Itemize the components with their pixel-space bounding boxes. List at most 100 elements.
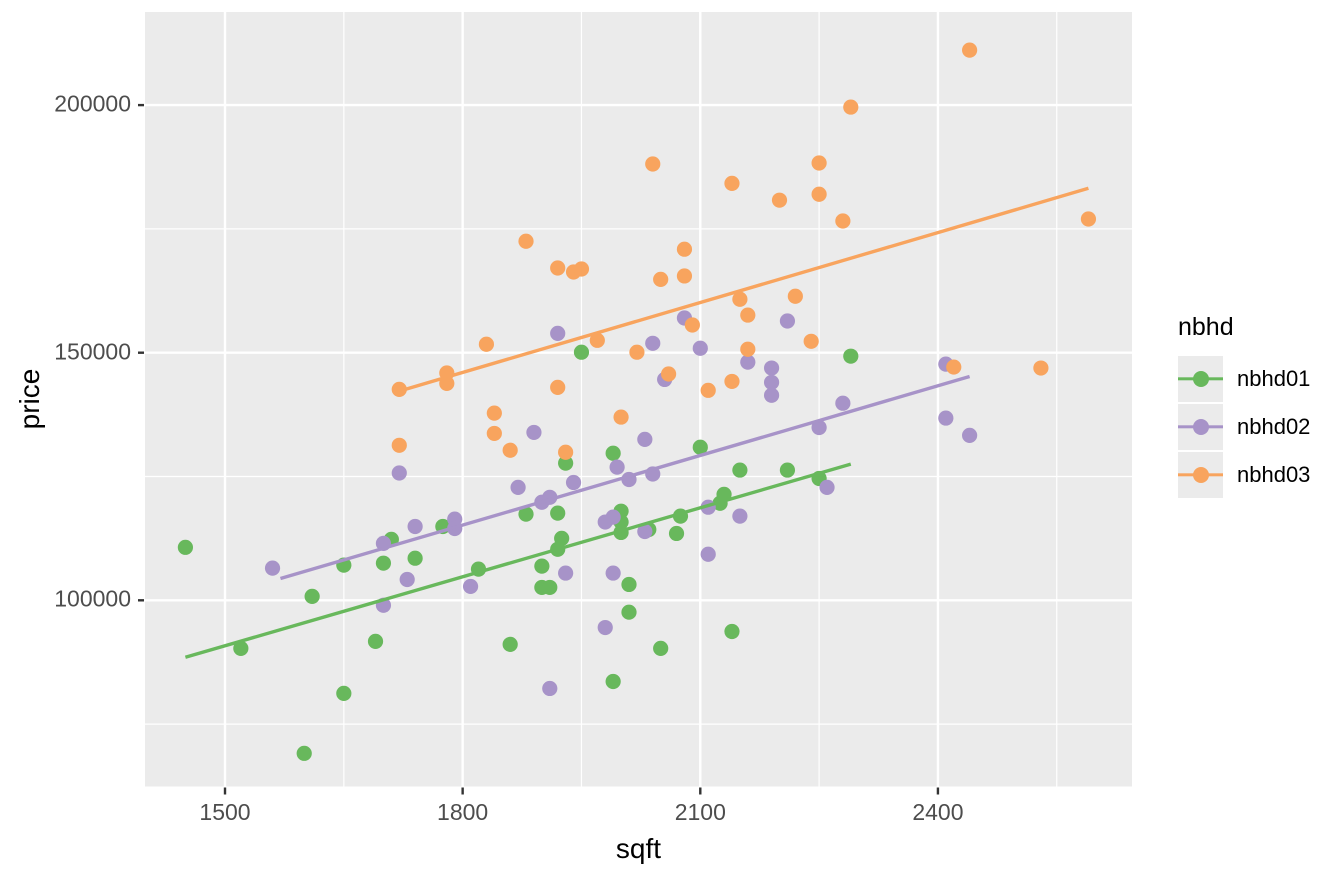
- data-point-nbhd01: [542, 579, 558, 596]
- data-point-nbhd02: [732, 508, 748, 524]
- data-point-nbhd02: [609, 459, 625, 475]
- data-point-nbhd03: [391, 437, 407, 453]
- data-point-nbhd02: [462, 578, 479, 595]
- data-point-nbhd03: [629, 344, 645, 360]
- data-point-nbhd02: [835, 395, 851, 411]
- legend: nbhd nbhd01 nbhd02 nbhd03: [1178, 313, 1310, 500]
- data-point-nbhd03: [724, 175, 740, 191]
- data-point-nbhd03: [486, 425, 502, 442]
- data-point-nbhd01: [407, 550, 423, 566]
- data-point-nbhd01: [336, 685, 352, 702]
- data-point-nbhd03: [962, 42, 978, 58]
- data-point-nbhd02: [510, 479, 526, 495]
- data-point-nbhd02: [692, 340, 708, 356]
- data-point-nbhd01: [550, 505, 566, 521]
- data-point-nbhd01: [653, 640, 669, 656]
- data-point-nbhd02: [542, 680, 558, 697]
- data-point-nbhd01: [233, 640, 249, 656]
- legend-entry-nbhd03: nbhd03: [1178, 452, 1310, 498]
- data-point-nbhd03: [1080, 211, 1097, 227]
- legend-entry-nbhd02: nbhd02: [1178, 404, 1310, 450]
- data-point-nbhd03: [1033, 360, 1049, 376]
- data-point-nbhd03: [946, 359, 962, 375]
- data-point-nbhd01: [296, 745, 312, 761]
- data-point-nbhd02: [399, 571, 415, 588]
- legend-key-nbhd02: [1178, 404, 1223, 450]
- data-point-nbhd03: [550, 260, 566, 276]
- legend-key-nbhd03: [1178, 452, 1223, 498]
- legend-title: nbhd: [1178, 313, 1234, 341]
- data-point-nbhd03: [486, 405, 502, 421]
- data-point-nbhd02: [605, 565, 621, 581]
- data-point-nbhd01: [843, 348, 859, 364]
- data-point-nbhd03: [661, 366, 677, 382]
- data-point-nbhd03: [771, 192, 788, 208]
- legend-label: nbhd02: [1237, 414, 1311, 439]
- plot-panel: [145, 12, 1132, 787]
- data-point-nbhd02: [605, 509, 621, 525]
- data-point-nbhd02: [391, 465, 407, 481]
- data-point-nbhd02: [407, 518, 423, 535]
- data-point-nbhd03: [724, 373, 740, 390]
- data-point-nbhd01: [779, 462, 796, 478]
- data-point-nbhd03: [811, 186, 827, 202]
- data-point-nbhd02: [550, 325, 566, 341]
- data-point-nbhd01: [668, 525, 685, 542]
- data-point-nbhd03: [613, 409, 629, 425]
- data-point-nbhd03: [700, 382, 716, 398]
- data-point-nbhd03: [550, 379, 566, 395]
- data-point-nbhd03: [811, 155, 827, 171]
- data-point-nbhd03: [835, 213, 851, 229]
- data-point-nbhd01: [177, 539, 193, 555]
- data-point-nbhd02: [597, 619, 613, 636]
- data-point-nbhd02: [264, 560, 281, 576]
- data-point-nbhd02: [938, 410, 954, 426]
- data-point-nbhd02: [637, 431, 653, 447]
- legend-key-dot-icon: [1192, 419, 1209, 435]
- data-point-nbhd01: [375, 555, 392, 571]
- data-point-nbhd03: [653, 271, 669, 288]
- legend-key-dot-icon: [1192, 371, 1209, 387]
- data-point-nbhd03: [573, 261, 590, 277]
- data-point-nbhd01: [605, 673, 621, 690]
- data-point-nbhd01: [732, 462, 748, 478]
- data-point-nbhd02: [763, 374, 780, 391]
- data-point-nbhd03: [787, 288, 803, 304]
- data-point-nbhd02: [700, 546, 716, 562]
- data-point-nbhd03: [478, 336, 495, 352]
- data-point-nbhd03: [676, 241, 693, 257]
- data-point-nbhd01: [724, 623, 740, 640]
- data-point-nbhd02: [740, 354, 756, 370]
- legend-label: nbhd03: [1237, 462, 1311, 487]
- data-point-nbhd02: [558, 565, 574, 581]
- data-point-nbhd02: [819, 479, 835, 495]
- data-point-nbhd01: [534, 558, 550, 574]
- data-point-nbhd01: [367, 633, 384, 650]
- data-point-nbhd03: [740, 341, 756, 357]
- legend-label: nbhd01: [1237, 366, 1311, 391]
- data-point-nbhd01: [621, 604, 637, 620]
- data-point-nbhd03: [803, 333, 819, 349]
- data-point-nbhd01: [554, 530, 570, 547]
- legend-key-nbhd01: [1178, 356, 1223, 402]
- data-point-nbhd02: [763, 387, 780, 403]
- data-point-nbhd03: [518, 233, 534, 249]
- legend-key-dot-icon: [1192, 467, 1209, 483]
- data-point-nbhd03: [676, 268, 693, 284]
- data-point-nbhd02: [637, 523, 653, 540]
- data-point-nbhd01: [573, 344, 590, 360]
- data-point-nbhd01: [558, 455, 574, 471]
- data-point-nbhd01: [518, 506, 534, 522]
- data-point-nbhd03: [732, 291, 748, 307]
- data-point-nbhd02: [645, 335, 661, 351]
- legend-entry-nbhd01: nbhd01: [1178, 356, 1310, 402]
- data-point-nbhd03: [684, 317, 700, 333]
- data-point-nbhd02: [763, 360, 780, 376]
- data-point-nbhd02: [962, 427, 978, 443]
- data-point-nbhd03: [843, 99, 859, 115]
- data-point-nbhd02: [526, 424, 542, 441]
- data-point-nbhd02: [811, 419, 827, 436]
- trend-line-nbhd02: [279, 374, 971, 581]
